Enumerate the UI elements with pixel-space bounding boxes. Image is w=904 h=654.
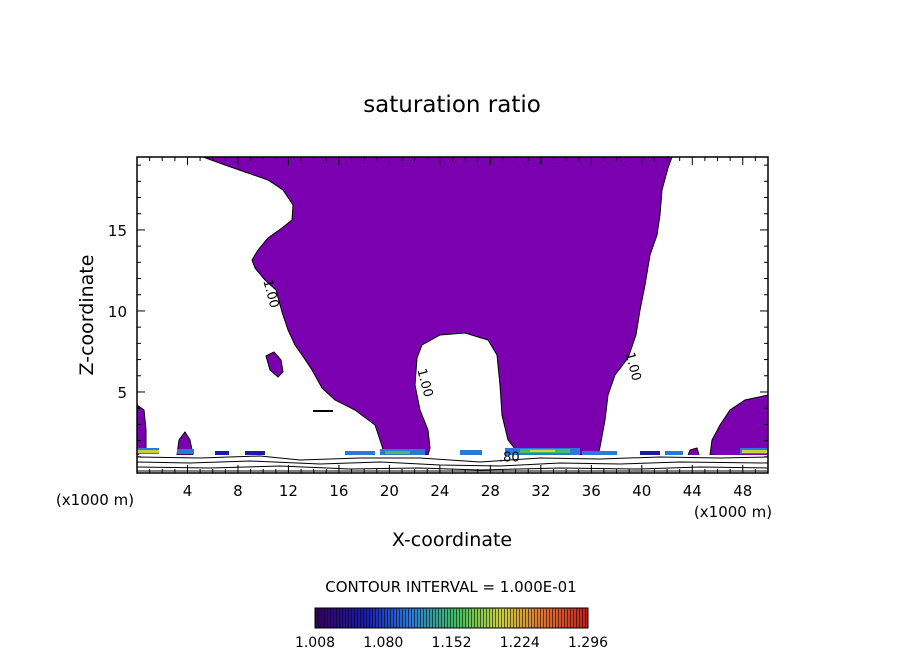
x-tick-label: 44	[683, 482, 702, 500]
colorbar-tick-label: 1.296	[568, 635, 608, 651]
x-tick-label: 20	[380, 482, 399, 500]
x-tick-label: 28	[481, 482, 500, 500]
surface-highs	[137, 448, 768, 455]
contour-label: 1.00	[259, 278, 281, 310]
colorbar-tick-label: 1.224	[500, 635, 540, 651]
contour-label: 1.00	[622, 351, 644, 383]
contour-label: 1.00	[413, 367, 435, 399]
x-tick-label: 36	[582, 482, 601, 500]
colorbar-stripes	[315, 608, 588, 628]
x-tick-label: 24	[430, 482, 449, 500]
x-tick-label: 4	[183, 482, 193, 500]
x-tick-label: 16	[329, 482, 348, 500]
x-axis-label: X-coordinate	[392, 529, 512, 551]
y-tick-label: 15	[108, 222, 127, 240]
saturated-region-main	[202, 157, 673, 456]
x-unit-right: (x1000 m)	[694, 503, 772, 521]
colorbar-tick-label: 1.080	[363, 635, 403, 651]
contour-label: .80	[499, 451, 520, 466]
x-unit-left: (x1000 m)	[56, 491, 134, 509]
saturated-region-right	[709, 394, 768, 461]
contour-fill-layer	[137, 157, 768, 473]
contour-interval-label: CONTOUR INTERVAL = 1.000E-01	[325, 578, 576, 596]
y-tick-label: 10	[108, 303, 127, 321]
colorbar-tick-label: 1.152	[431, 635, 471, 651]
y-axis-label: Z-coordinate	[76, 255, 98, 376]
saturated-region-left	[137, 404, 147, 456]
chart-title: saturation ratio	[363, 92, 541, 118]
x-tick-label: 40	[632, 482, 651, 500]
y-tick-label: 5	[117, 384, 127, 402]
colorbar-tick-label: 1.008	[295, 635, 335, 651]
x-tick-label: 32	[531, 482, 550, 500]
x-tick-label: 8	[233, 482, 243, 500]
x-tick-label: 48	[733, 482, 752, 500]
x-tick-label: 12	[279, 482, 298, 500]
saturated-blob-small	[265, 351, 284, 378]
